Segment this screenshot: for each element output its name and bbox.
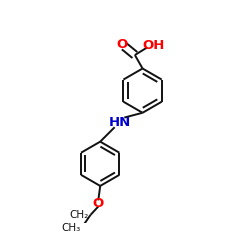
Text: HN: HN: [108, 116, 130, 129]
Text: OH: OH: [142, 38, 165, 52]
Text: CH₂: CH₂: [70, 210, 89, 220]
Text: CH₃: CH₃: [61, 223, 80, 233]
Text: O: O: [116, 38, 128, 51]
Text: O: O: [93, 197, 104, 210]
